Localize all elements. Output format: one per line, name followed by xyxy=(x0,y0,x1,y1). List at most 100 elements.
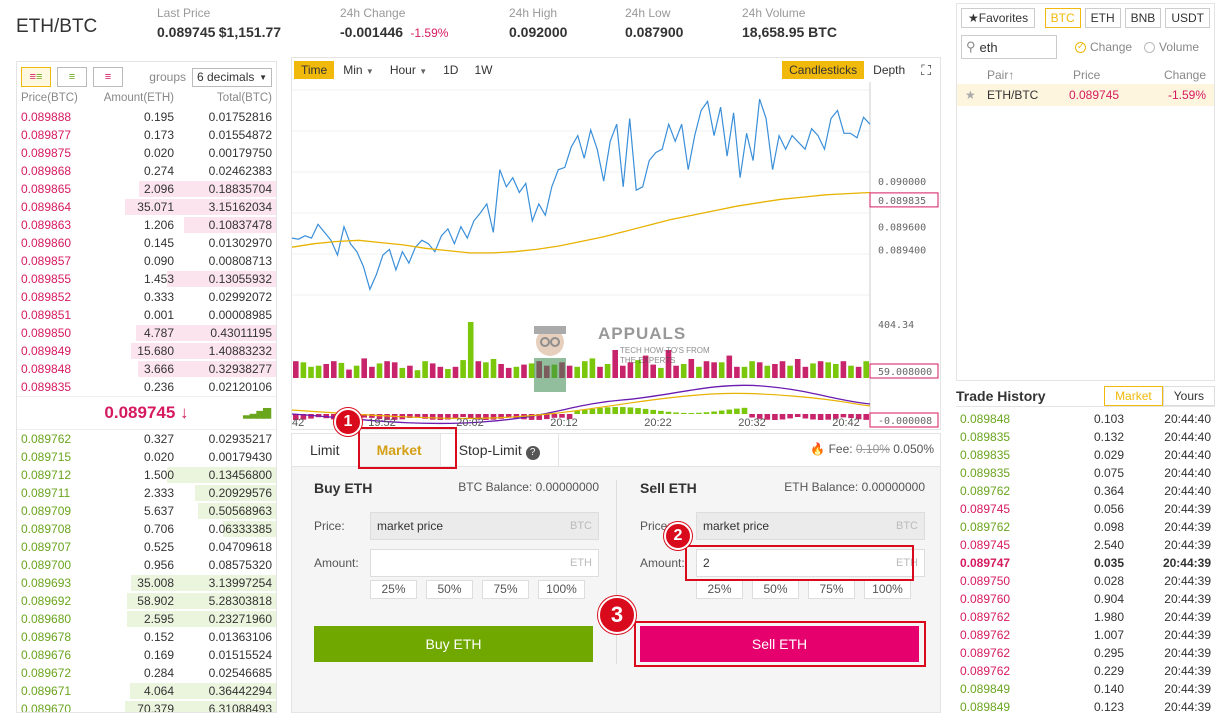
tf-time[interactable]: Time xyxy=(294,61,335,79)
view-candlesticks[interactable]: Candlesticks xyxy=(782,61,865,79)
fullscreen-icon[interactable]: ⛶ xyxy=(921,61,931,78)
ask-row[interactable]: 0.089877 0.173 0.01554872 xyxy=(21,128,272,142)
buy-pct-100[interactable]: 100% xyxy=(538,580,585,599)
buy-button[interactable]: Buy ETH xyxy=(314,626,593,662)
macd-bar xyxy=(680,412,687,414)
volume-bar xyxy=(346,369,352,378)
radio-volume[interactable]: Volume xyxy=(1144,40,1199,54)
btc-balance: BTC Balance: 0.00000000 xyxy=(458,480,599,494)
bid-row[interactable]: 0.089712 1.500 0.13456800 xyxy=(17,466,276,484)
macd-bar xyxy=(414,414,421,418)
view-bids-icon[interactable]: ≡ xyxy=(57,67,87,87)
tf-hour[interactable]: Hour ▼ xyxy=(389,63,428,77)
volume-bar xyxy=(505,367,512,378)
macd-bar xyxy=(300,414,307,420)
sell-pct-75[interactable]: 75% xyxy=(808,580,855,599)
bid-row[interactable]: 0.089693 35.008 3.13997254 xyxy=(17,574,276,592)
history-row: 0.089762 0.229 20:44:39 xyxy=(960,664,1211,678)
tab-limit[interactable]: Limit xyxy=(292,434,359,466)
buy-pct-25[interactable]: 25% xyxy=(370,580,417,599)
sell-pct-50[interactable]: 50% xyxy=(752,580,799,599)
sell-price-input[interactable]: market price BTC xyxy=(696,512,925,540)
history-tab-yours[interactable]: Yours xyxy=(1162,385,1215,406)
tf-1w[interactable]: 1W xyxy=(474,63,493,77)
macd-bar xyxy=(483,414,489,420)
x-tick-label: 42 xyxy=(292,417,304,429)
ask-row[interactable]: 0.089863 1.206 0.10837478 xyxy=(17,216,276,234)
favorites-tab[interactable]: ★Favorites xyxy=(961,8,1036,28)
ask-row[interactable]: 0.089868 0.274 0.02462383 xyxy=(21,164,272,178)
bid-row[interactable]: 0.089711 2.333 0.20929576 xyxy=(17,484,276,502)
macd-bar xyxy=(711,411,717,414)
ask-row[interactable]: 0.089852 0.333 0.02992072 xyxy=(21,290,272,304)
buy-pct-50[interactable]: 50% xyxy=(426,580,473,599)
buy-price-input[interactable]: market price BTC xyxy=(370,512,599,540)
ask-row[interactable]: 0.089888 0.195 0.01752816 xyxy=(21,110,272,124)
bid-row[interactable]: 0.089762 0.327 0.02935217 xyxy=(21,432,272,446)
ask-row[interactable]: 0.089835 0.236 0.02120106 xyxy=(21,380,272,394)
chart-toolbar: Time Min ▼ Hour ▼ 1D 1W Candlesticks Dep… xyxy=(292,58,940,82)
step-1-badge: 1 xyxy=(334,408,362,436)
radio-checked-icon xyxy=(1075,41,1086,53)
star-icon[interactable]: ★ xyxy=(965,88,976,102)
bid-row[interactable]: 0.089680 2.595 0.23271960 xyxy=(17,610,276,628)
bid-row[interactable]: 0.089708 0.706 0.06333385 xyxy=(17,520,276,538)
tf-1d[interactable]: 1D xyxy=(443,63,459,77)
ask-row[interactable]: 0.089860 0.145 0.01302970 xyxy=(21,236,272,250)
sell-amount-input[interactable]: 2 ETH xyxy=(696,549,925,577)
volume-bar xyxy=(483,362,489,378)
bid-row[interactable]: 0.089700 0.956 0.08575320 xyxy=(21,558,272,572)
market-eth[interactable]: ETH xyxy=(1084,8,1121,28)
mid-price: 0.089745 ↓ ▂▃▅▇ xyxy=(17,396,276,430)
bid-row[interactable]: 0.089670 70.379 6.31088493 xyxy=(17,700,276,712)
macd-bar xyxy=(422,414,428,419)
ask-row[interactable]: 0.089865 2.096 0.18835704 xyxy=(17,180,276,198)
decimals-select[interactable]: 6 decimals ▼ xyxy=(192,67,272,87)
watermark-brand: APPUALS xyxy=(598,324,687,343)
step-3-badge: 3 xyxy=(598,596,636,634)
ask-row[interactable]: 0.089855 1.453 0.13055932 xyxy=(17,270,276,288)
buy-pct-75[interactable]: 75% xyxy=(482,580,529,599)
step-2-badge: 2 xyxy=(664,522,692,550)
ask-row[interactable]: 0.089850 4.787 0.43011195 xyxy=(17,324,276,342)
bid-row[interactable]: 0.089692 58.902 5.28303818 xyxy=(17,592,276,610)
bid-row[interactable]: 0.089678 0.152 0.01363106 xyxy=(21,630,272,644)
market-row[interactable]: ★ ETH/BTC 0.089745 -1.59% xyxy=(957,84,1214,106)
radio-change[interactable]: Change xyxy=(1075,40,1132,54)
volume-bar xyxy=(817,361,824,378)
bid-row[interactable]: 0.089707 0.525 0.04709618 xyxy=(21,540,272,554)
sell-pct-25[interactable]: 25% xyxy=(696,580,743,599)
ask-row[interactable]: 0.089848 3.666 0.32938277 xyxy=(17,360,276,378)
view-asks-icon[interactable]: ≡ xyxy=(93,67,123,87)
view-both-icon[interactable]: ≡ ≡ xyxy=(21,67,51,87)
ask-row[interactable]: 0.089857 0.090 0.00808713 xyxy=(21,254,272,268)
sell-pct-100[interactable]: 100% xyxy=(864,580,911,599)
tf-min[interactable]: Min ▼ xyxy=(343,63,374,77)
market-usdt[interactable]: USDT xyxy=(1165,8,1210,28)
market-btc[interactable]: BTC xyxy=(1044,8,1081,28)
ask-row[interactable]: 0.089875 0.020 0.00179750 xyxy=(21,146,272,160)
market-search-input[interactable]: ⚲ eth xyxy=(961,35,1057,59)
ask-row[interactable]: 0.089864 35.071 3.15162034 xyxy=(17,198,276,216)
market-bnb[interactable]: BNB xyxy=(1124,8,1162,28)
sell-button[interactable]: Sell ETH xyxy=(640,626,919,662)
ask-row[interactable]: 0.089849 15.680 1.40883232 xyxy=(17,342,276,360)
bid-row[interactable]: 0.089709 5.637 0.50568963 xyxy=(17,502,276,520)
macd-bar xyxy=(855,414,862,420)
history-tab-market[interactable]: Market xyxy=(1104,385,1163,406)
buy-amount-input[interactable]: ETH xyxy=(370,549,599,577)
volume-bar xyxy=(582,361,588,378)
volume-bar xyxy=(384,361,390,378)
bid-row[interactable]: 0.089676 0.169 0.01515524 xyxy=(21,648,272,662)
macd-bar xyxy=(779,414,786,420)
history-row: 0.089762 0.295 20:44:39 xyxy=(960,646,1211,660)
ask-row[interactable]: 0.089851 0.001 0.00008985 xyxy=(21,308,272,322)
tab-market[interactable]: Market xyxy=(358,434,441,466)
help-icon[interactable]: ? xyxy=(525,446,540,460)
tab-stop-limit[interactable]: Stop-Limit ? xyxy=(441,434,559,466)
view-depth[interactable]: Depth xyxy=(873,63,906,77)
volume-bar xyxy=(528,363,535,378)
bid-row[interactable]: 0.089715 0.020 0.00179430 xyxy=(21,450,272,464)
bid-row[interactable]: 0.089671 4.064 0.36442294 xyxy=(17,682,276,700)
bid-row[interactable]: 0.089672 0.284 0.02546685 xyxy=(21,666,272,680)
